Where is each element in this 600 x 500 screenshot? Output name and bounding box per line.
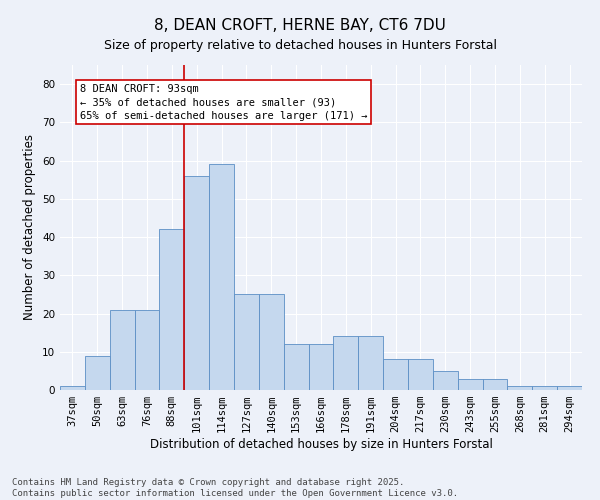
- Bar: [557, 386, 582, 390]
- Bar: [383, 360, 408, 390]
- Bar: [308, 344, 334, 390]
- Text: Size of property relative to detached houses in Hunters Forstal: Size of property relative to detached ho…: [104, 39, 497, 52]
- Bar: [209, 164, 234, 390]
- X-axis label: Distribution of detached houses by size in Hunters Forstal: Distribution of detached houses by size …: [149, 438, 493, 451]
- Bar: [532, 386, 557, 390]
- Bar: [60, 386, 85, 390]
- Text: 8, DEAN CROFT, HERNE BAY, CT6 7DU: 8, DEAN CROFT, HERNE BAY, CT6 7DU: [154, 18, 446, 32]
- Bar: [259, 294, 284, 390]
- Text: Contains HM Land Registry data © Crown copyright and database right 2025.
Contai: Contains HM Land Registry data © Crown c…: [12, 478, 458, 498]
- Bar: [482, 378, 508, 390]
- Bar: [284, 344, 308, 390]
- Bar: [408, 360, 433, 390]
- Bar: [134, 310, 160, 390]
- Bar: [160, 230, 184, 390]
- Bar: [433, 371, 458, 390]
- Bar: [458, 378, 482, 390]
- Bar: [184, 176, 209, 390]
- Text: 8 DEAN CROFT: 93sqm
← 35% of detached houses are smaller (93)
65% of semi-detach: 8 DEAN CROFT: 93sqm ← 35% of detached ho…: [80, 84, 367, 120]
- Bar: [110, 310, 134, 390]
- Bar: [508, 386, 532, 390]
- Bar: [334, 336, 358, 390]
- Bar: [358, 336, 383, 390]
- Y-axis label: Number of detached properties: Number of detached properties: [23, 134, 37, 320]
- Bar: [234, 294, 259, 390]
- Bar: [85, 356, 110, 390]
